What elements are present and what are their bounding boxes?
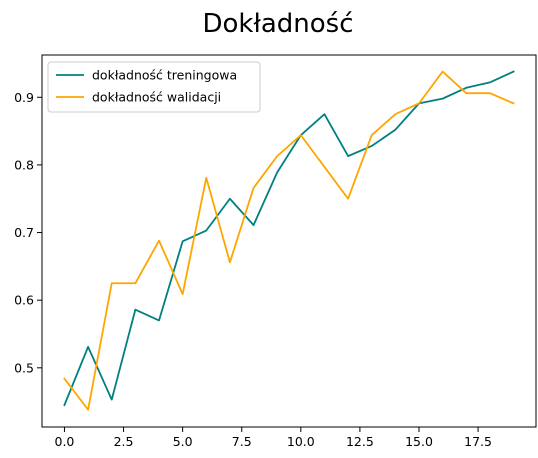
x-tick-label: 15.0 [405, 434, 433, 449]
y-tick-label: 0.5 [14, 360, 34, 375]
series-line-0 [63, 70, 515, 407]
legend-label-0: dokładność treningowa [92, 68, 237, 83]
x-tick-label: 5.0 [173, 434, 193, 449]
y-tick-label: 0.9 [14, 90, 34, 105]
plot-area: 0.0 2.5 5.0 7.5 10.0 12.5 15.0 17.5 0.5 0.6 0.7 0.8… [14, 70, 515, 449]
y-tick-label: 0.7 [14, 225, 34, 240]
plot-frame [41, 54, 537, 428]
x-tick-label: 0.0 [55, 434, 75, 449]
x-tick-label: 7.5 [232, 434, 252, 449]
x-tick-label: 12.5 [346, 434, 374, 449]
x-tick-label: 17.5 [464, 434, 492, 449]
legend-box [47, 61, 261, 113]
legend: dokładność treningowa dokładność walidacj… [47, 61, 261, 113]
y-tick-label: 0.6 [14, 293, 34, 308]
x-tick-label: 2.5 [114, 434, 134, 449]
x-tick-label: 10.0 [287, 434, 315, 449]
chart-title: Dokładność [202, 9, 353, 39]
series-line-1 [63, 70, 515, 411]
legend-label-1: dokładność walidacji [92, 90, 221, 105]
y-tick-label: 0.8 [14, 157, 34, 172]
